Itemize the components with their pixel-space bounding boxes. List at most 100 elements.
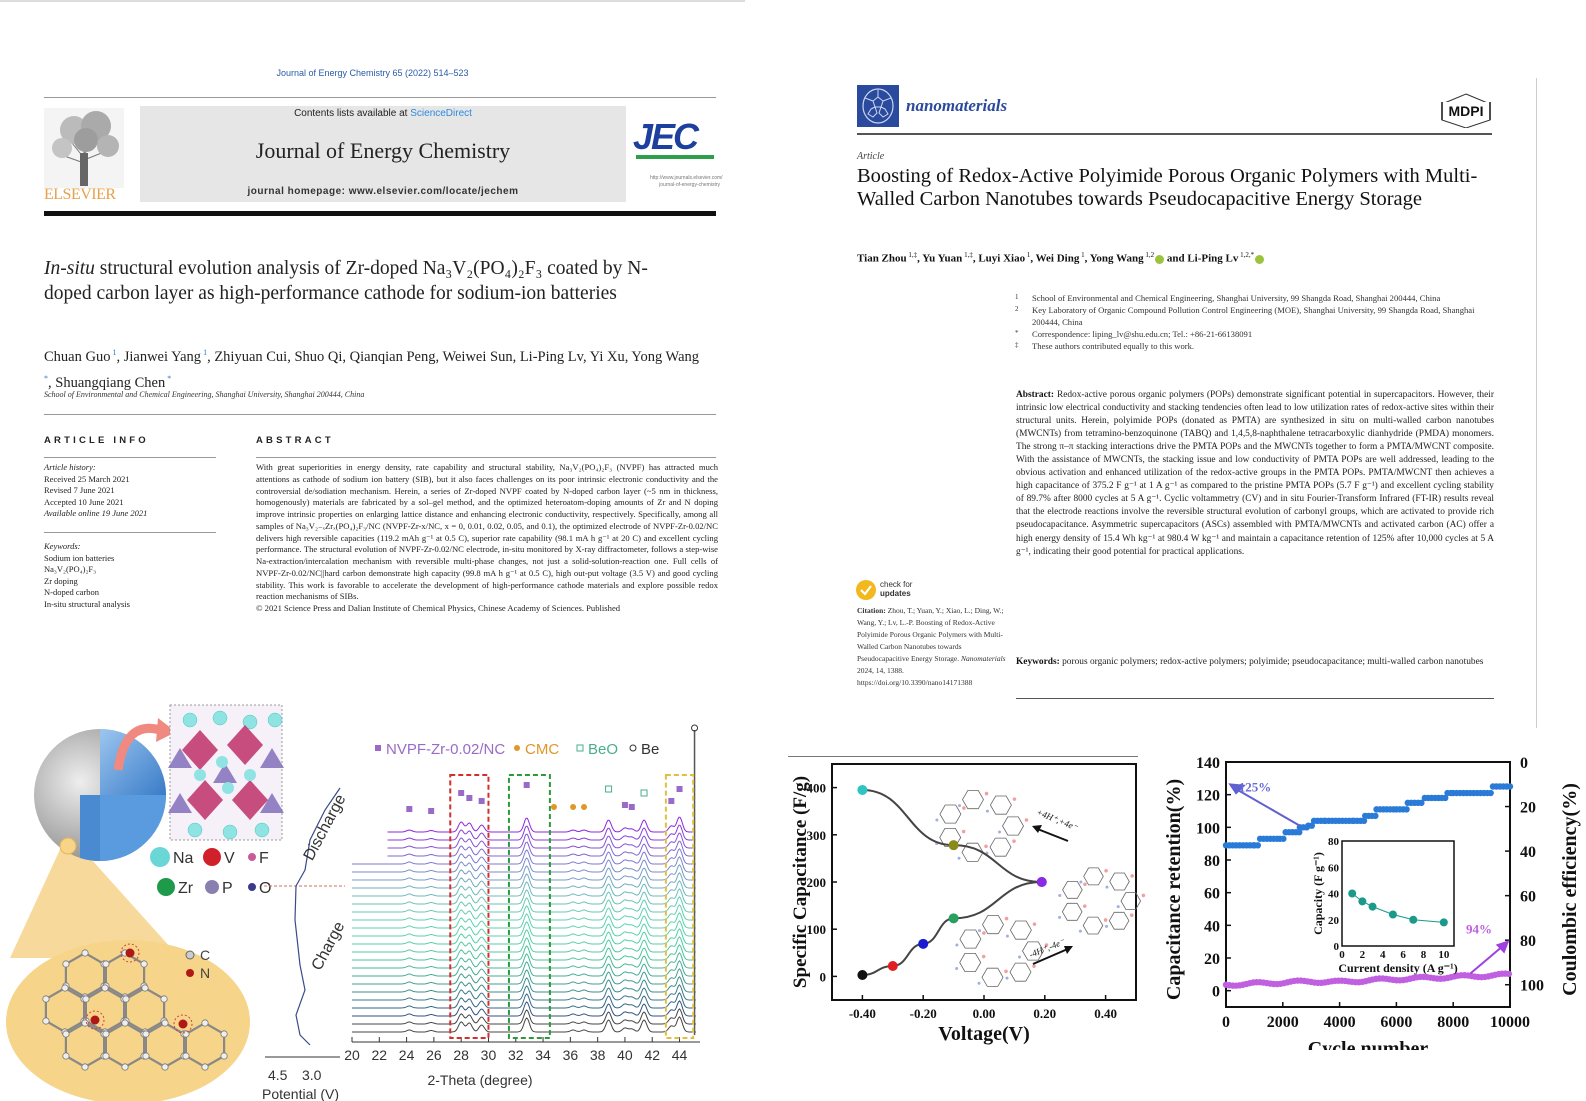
citation-text: Zhou, T.; Yuan, Y.; Xiao, L.; Ding, W.; …	[857, 606, 1004, 663]
copyright: © 2021 Science Press and Dalian Institut…	[256, 603, 621, 613]
y-right-tick-label: 60	[1520, 889, 1536, 906]
xrd-waterfall: 20 22 24 26 28 30 32 34 36 38 40 42 44 2-Theta (degre…	[344, 724, 700, 1088]
elsevier-wordmark: ELSEVIER	[44, 186, 116, 203]
sciencedirect-link[interactable]: ScienceDirect	[410, 108, 472, 119]
xrd-tick-label: 30	[481, 1047, 497, 1063]
element-swatch	[203, 848, 221, 866]
y-right-tick-label: 100	[1520, 978, 1544, 995]
author-name[interactable]: Li-Ping Lv	[519, 348, 583, 365]
carbon-atom	[81, 1019, 89, 1027]
na-atom	[187, 822, 203, 838]
charge-label: Charge	[309, 919, 349, 973]
na-atom	[182, 712, 198, 728]
author-name[interactable]: Chuan Guo	[44, 348, 111, 365]
affiliation-text: School of Environmental and Chemical Eng…	[1032, 293, 1441, 303]
inset-point	[1439, 918, 1448, 927]
history-accepted: Accepted 10 June 2021	[44, 496, 124, 507]
y-right-tick-label: 40	[1520, 844, 1536, 861]
author-name[interactable]: Tian Zhou	[857, 252, 907, 265]
author-name[interactable]: Jianwei Yang	[123, 348, 202, 365]
n-atom	[90, 1015, 100, 1025]
na-atom	[194, 769, 206, 781]
xrd-pattern	[352, 864, 696, 881]
author-name[interactable]: Zhiyuan Cui	[214, 348, 288, 365]
checkmark-icon	[860, 585, 872, 596]
carbon-atom	[102, 1052, 110, 1060]
inset-point	[1348, 889, 1357, 898]
carbon-legend: CN	[185, 947, 210, 981]
abstract-body: Abstract: Redox-active porous organic po…	[1016, 389, 1494, 559]
zoom-point	[59, 837, 77, 855]
author-name[interactable]: Yong Wang	[1089, 252, 1144, 265]
carbon-atom	[62, 1030, 70, 1038]
inset-x-tick-label: 2	[1360, 949, 1366, 961]
xrd-tick-label: 28	[453, 1047, 469, 1063]
plot-frame	[831, 763, 1137, 1001]
element-label: F	[259, 850, 269, 867]
xrd-pattern	[387, 816, 696, 833]
affiliation-item: 2 Key Laboratory of Organic Compound Poll…	[1015, 304, 1485, 328]
highlight-box	[449, 774, 490, 1039]
c-label: C	[200, 947, 210, 963]
author-name[interactable]: Shuangqiang Chen	[55, 374, 166, 391]
journal-homepage[interactable]: journal homepage: www.elsevier.com/locat…	[247, 186, 519, 197]
author-name[interactable]: Shuo Qi	[294, 348, 343, 365]
abstract-text: Redox-active porous organic polymers (PO…	[1016, 390, 1494, 557]
orcid-icon[interactable]	[1255, 254, 1265, 264]
abstract-rule	[1016, 698, 1494, 699]
n-dopant-ring	[173, 1014, 193, 1034]
author-name[interactable]: Wei Ding	[1035, 252, 1080, 265]
data-point	[857, 784, 868, 795]
contents-prefix: Contents lists available at	[294, 108, 411, 119]
nvpf-marker	[406, 806, 413, 812]
check-icon	[856, 580, 876, 600]
author-sup: 1,2,*	[1238, 251, 1255, 259]
xrd-pattern	[352, 896, 696, 913]
series-line-oxidation	[862, 881, 1042, 976]
xrd-pattern	[352, 880, 696, 897]
author-name[interactable]: Yong Wang	[631, 348, 700, 365]
nvpf-marker	[523, 782, 530, 788]
author-name[interactable]: Weiwei Sun	[442, 348, 513, 365]
cmc-marker	[550, 804, 557, 810]
xrd-pattern	[387, 832, 696, 849]
na-atom	[212, 710, 228, 726]
beo-marker	[640, 789, 648, 797]
journal-banner: Contents lists available at ScienceDirec…	[140, 106, 626, 202]
molecule-structure	[935, 790, 1029, 862]
element-swatch	[157, 878, 175, 896]
data-point	[948, 913, 959, 924]
y-axis-label: Specific Capacitance (F/g)	[790, 776, 811, 988]
y-tick-label: 120	[1196, 788, 1220, 805]
y-tick-label: 100	[807, 922, 827, 937]
author-name[interactable]: Yi Xu	[589, 348, 625, 365]
cmc-marker	[570, 804, 577, 810]
xrd-pattern	[352, 912, 696, 929]
inset-point	[1368, 902, 1377, 911]
xrd-tick-label: 24	[399, 1047, 415, 1063]
xrd-pattern	[352, 984, 696, 1001]
top-divider	[0, 0, 745, 2]
vanadium-octahedron	[182, 730, 218, 770]
c-swatch	[185, 950, 195, 960]
author-name[interactable]: Yu Yuan	[922, 252, 963, 265]
author-name[interactable]: Luyi Xiao	[978, 252, 1026, 265]
y-tick-label: 40	[1204, 918, 1220, 935]
y-tick-label: 400	[807, 781, 827, 796]
reduction-arrow	[1034, 827, 1069, 842]
retention-point	[1280, 835, 1287, 842]
citation-tail[interactable]: 2024, 14, 1388. https://doi.org/10.3390/…	[857, 666, 973, 687]
xrd-tick-label: 38	[590, 1047, 606, 1063]
xrd-pattern	[352, 936, 696, 953]
abstract-rule	[256, 457, 716, 458]
data-point	[1036, 877, 1047, 887]
legend-label: NVPF-Zr-0.02/NC	[386, 741, 505, 758]
citation-label: Citation:	[857, 606, 886, 615]
orcid-icon[interactable]	[1155, 254, 1165, 264]
figure-rule	[788, 756, 1138, 757]
carbon-lattice	[42, 943, 228, 1071]
xrd-pattern	[352, 960, 696, 977]
x-axis-label: Voltage(V)	[938, 1023, 1029, 1045]
author-name[interactable]: Qianqian Peng	[349, 348, 436, 365]
author-name[interactable]: Li-Ping Lv	[1187, 252, 1239, 265]
